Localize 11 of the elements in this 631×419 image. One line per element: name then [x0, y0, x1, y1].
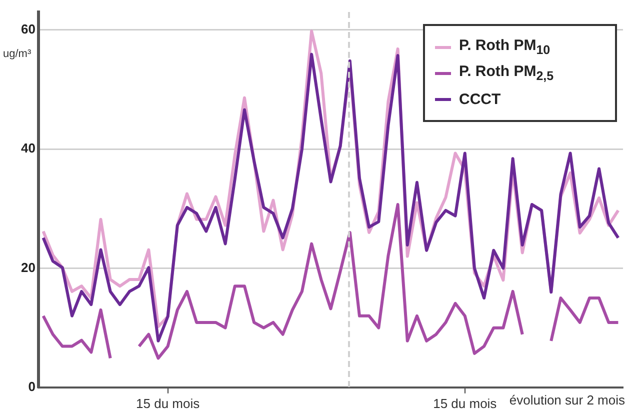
x-tick-label: 15 du mois	[433, 396, 498, 411]
x-tick-label: 15 du mois	[136, 396, 200, 411]
legend-label: P. Roth PM$_{2,5}$	[459, 63, 554, 83]
y-axis-title: ug/m³	[3, 48, 32, 60]
y-tick-label: 0	[28, 378, 36, 394]
y-tick-label: 20	[20, 260, 36, 275]
y-tick-label: 40	[20, 140, 36, 156]
legend-label: P. Roth PM$_{10}$	[459, 37, 550, 57]
legend-label: CCCT	[459, 90, 501, 108]
text: évolution sur 2 mois	[509, 392, 626, 408]
y-tick-label: 60	[20, 21, 36, 36]
